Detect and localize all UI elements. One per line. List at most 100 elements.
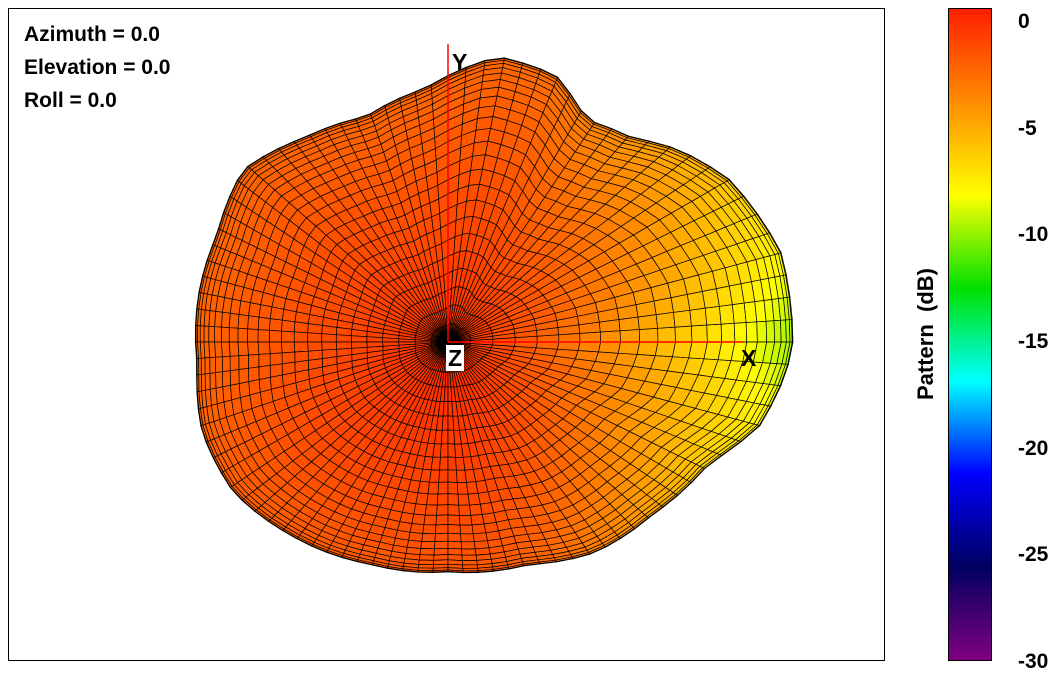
mesh-cell: [335, 334, 352, 343]
mesh-cell: [673, 309, 692, 328]
mesh-cell: [461, 560, 478, 566]
mesh-cell: [441, 415, 449, 431]
colorbar-tick-label: -25: [1018, 543, 1049, 567]
mesh-cell: [427, 481, 440, 495]
roll-readout: Roll = 0.0: [24, 89, 117, 112]
mesh-cell: [247, 315, 260, 330]
mesh-cell: [433, 554, 449, 561]
mesh-cell: [437, 481, 449, 495]
mesh-cell: [258, 353, 271, 368]
mesh-cell: [440, 429, 449, 445]
mesh-cell: [636, 341, 659, 356]
mesh-cell: [269, 352, 283, 366]
mesh-cell: [293, 341, 309, 353]
mesh-cell: [689, 307, 708, 327]
mesh-cell: [281, 351, 296, 365]
z-axis-label: Z: [446, 345, 465, 371]
mesh-cell: [619, 329, 641, 343]
mesh-cell: [447, 481, 459, 495]
mesh-cell: [787, 341, 794, 365]
mesh-cell: [435, 524, 449, 535]
mesh-cell: [196, 374, 198, 393]
mesh-cell: [269, 306, 285, 321]
mesh-cell: [438, 469, 449, 483]
mesh-cell: [462, 564, 479, 569]
mesh-cell: [447, 504, 460, 516]
mesh-cell: [199, 325, 205, 343]
mesh-cell: [237, 314, 249, 330]
mesh-cell: [432, 571, 449, 573]
mesh-cell: [447, 456, 457, 471]
colorbar-label: Pattern (dB): [913, 268, 938, 400]
mesh-cell: [513, 341, 538, 349]
mesh-cell: [447, 253, 455, 274]
mesh-cell: [221, 326, 230, 343]
coordinate-axes: [447, 44, 743, 343]
mesh-cell: [281, 319, 296, 333]
mesh-cell: [415, 492, 429, 506]
mesh-cell: [268, 341, 283, 355]
mesh-cell: [617, 341, 641, 355]
mesh-cell: [204, 373, 211, 391]
mesh-cell: [209, 356, 216, 374]
mesh-cell: [418, 554, 435, 561]
mesh-cell: [222, 370, 231, 388]
mesh-cell: [444, 371, 449, 388]
mesh-cell: [200, 357, 206, 375]
colorbar-tick-label: -10: [1018, 223, 1049, 247]
mesh-cell: [423, 514, 437, 526]
mesh-cell: [691, 324, 708, 343]
mesh-cell: [321, 341, 338, 351]
mesh-cell: [470, 514, 485, 526]
mesh-cell: [557, 341, 581, 351]
mesh-cell: [773, 319, 782, 343]
mesh-cell: [706, 323, 723, 343]
mesh-cell: [307, 332, 323, 343]
mesh-cell: [461, 554, 478, 561]
mesh-cell: [442, 401, 449, 417]
mesh-cell: [417, 571, 434, 573]
mesh-cell: [436, 504, 449, 516]
mesh-cell: [247, 341, 260, 356]
mesh-cell: [421, 533, 436, 543]
mesh-cell: [447, 532, 462, 543]
colorbar-tick-label: 0: [1018, 10, 1030, 33]
mesh-cell: [281, 341, 296, 354]
mesh-cell: [281, 330, 295, 343]
colorbar: [948, 8, 992, 661]
mesh-cell: [321, 325, 338, 336]
elevation-readout: Elevation = 0.0: [24, 56, 171, 79]
mesh-cell: [756, 320, 768, 343]
mesh-cell: [447, 443, 456, 458]
mesh-cell: [745, 321, 758, 343]
mesh-cell: [209, 372, 217, 390]
mesh-cell: [443, 386, 449, 403]
mesh-cell: [434, 540, 449, 550]
mesh-cell: [719, 304, 735, 325]
mesh-cell: [459, 524, 474, 535]
colorbar-tick-label: -15: [1018, 330, 1049, 353]
mesh-cell: [228, 341, 240, 357]
colorbar-tick-label: -5: [1018, 116, 1037, 140]
mesh-cell: [732, 302, 747, 324]
mesh-cell: [215, 371, 224, 389]
mesh-cell: [447, 540, 462, 550]
mesh-cell: [447, 493, 460, 506]
mesh-cell: [704, 305, 722, 326]
mesh-cell: [577, 341, 602, 353]
mesh-cell: [440, 443, 449, 458]
mesh-cell: [221, 341, 231, 358]
mesh-cell: [462, 571, 479, 574]
mesh-cell: [197, 325, 201, 343]
mesh-cell: [408, 531, 424, 542]
colorbar-tick-label: -30: [1018, 650, 1049, 673]
y-axis-label: Y: [452, 49, 468, 75]
mesh-cell: [439, 456, 449, 471]
mesh-cell: [458, 504, 472, 516]
mesh-cell: [293, 331, 308, 343]
mesh-cell: [321, 333, 337, 343]
mesh-cell: [638, 327, 659, 343]
mesh-cell: [430, 456, 441, 471]
mesh-cell: [208, 325, 215, 343]
